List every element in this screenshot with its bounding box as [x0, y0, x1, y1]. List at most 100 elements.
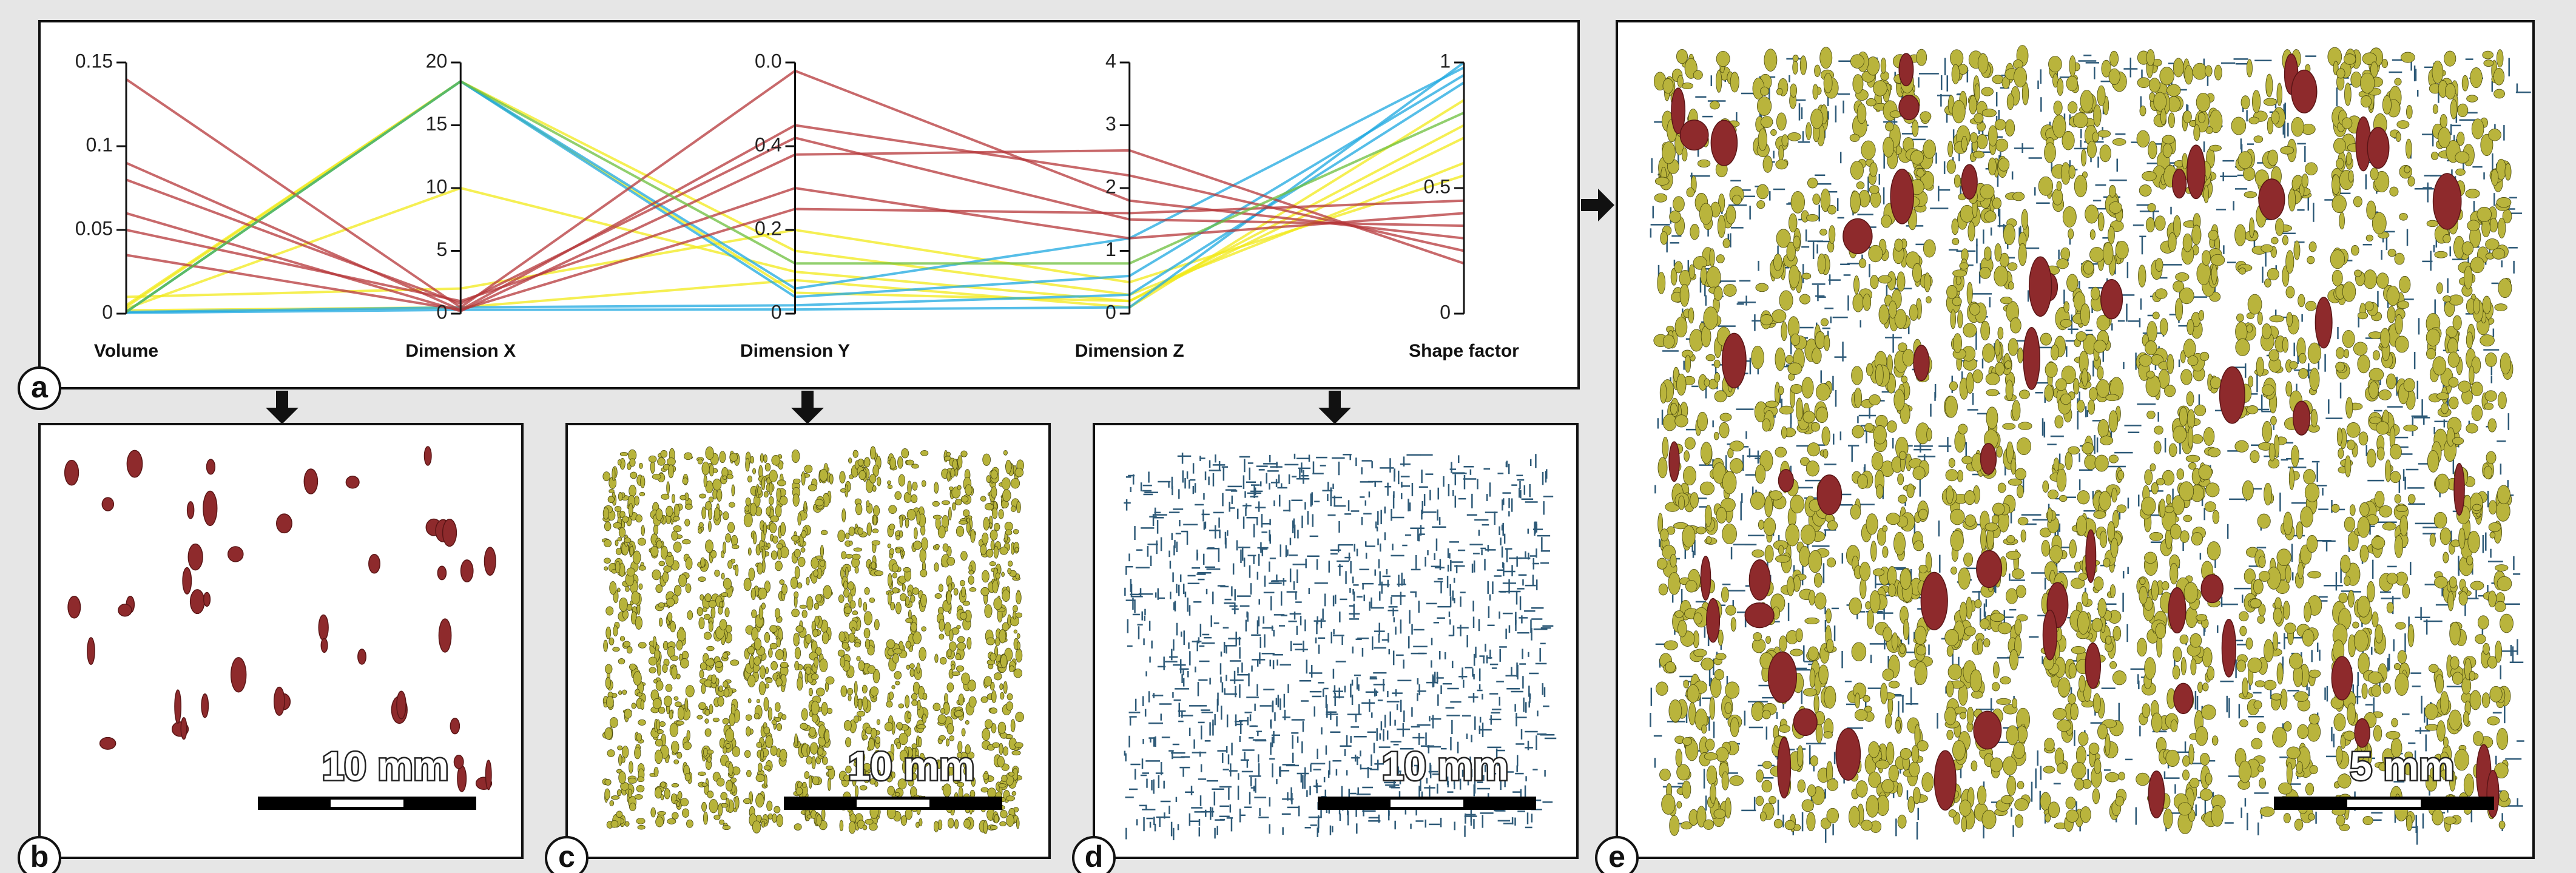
texture	[781, 662, 788, 668]
texture	[888, 485, 892, 488]
texture	[764, 491, 768, 497]
texture	[207, 459, 215, 474]
texture	[457, 766, 467, 792]
texture	[1002, 590, 1010, 601]
texture	[864, 457, 870, 467]
texture	[661, 782, 666, 787]
texture	[726, 729, 734, 742]
texture	[2089, 247, 2104, 262]
texture	[191, 590, 204, 614]
texture	[630, 459, 636, 467]
texture	[797, 582, 802, 588]
texture	[1008, 568, 1011, 574]
texture	[863, 696, 868, 710]
texture	[939, 634, 944, 639]
texture	[999, 784, 1006, 787]
texture	[820, 659, 828, 672]
texture	[697, 607, 703, 616]
texture	[994, 598, 1002, 610]
texture	[873, 505, 879, 516]
texture	[838, 530, 845, 542]
texture	[908, 481, 912, 494]
texture	[700, 662, 707, 670]
texture	[1805, 618, 1819, 624]
texture	[961, 451, 967, 457]
texture	[1005, 530, 1012, 535]
texture	[782, 584, 787, 595]
texture	[655, 750, 662, 764]
texture	[795, 647, 800, 659]
texture	[629, 789, 632, 798]
texture	[659, 561, 665, 566]
texture	[954, 588, 958, 595]
texture	[865, 587, 869, 595]
texture	[704, 632, 711, 640]
texture	[985, 720, 992, 729]
texture	[1015, 547, 1019, 552]
texture	[752, 821, 761, 833]
texture	[826, 676, 834, 684]
texture	[804, 772, 809, 779]
texture	[1670, 815, 1679, 835]
texture	[641, 700, 644, 710]
texture	[656, 720, 660, 730]
texture	[981, 787, 988, 792]
texture	[2186, 607, 2197, 627]
texture	[638, 538, 646, 545]
texture	[651, 546, 658, 556]
texture	[984, 676, 992, 686]
texture	[666, 506, 673, 516]
arrow	[791, 391, 824, 424]
texture	[840, 656, 845, 667]
texture	[1000, 821, 1006, 826]
texture	[619, 772, 626, 784]
texture	[627, 647, 632, 653]
texture	[649, 456, 656, 462]
texture	[1898, 474, 1904, 485]
texture	[744, 750, 750, 758]
texture	[713, 489, 718, 499]
texture	[838, 650, 845, 656]
texture	[102, 497, 113, 511]
texture	[855, 504, 862, 515]
texture	[754, 638, 761, 650]
texture	[2183, 515, 2192, 522]
texture	[716, 778, 724, 787]
texture	[2169, 443, 2177, 457]
texture	[709, 465, 714, 476]
texture	[699, 703, 706, 710]
texture	[613, 522, 622, 528]
texture	[676, 721, 684, 725]
texture	[657, 664, 661, 675]
texture	[898, 457, 903, 469]
texture	[1002, 775, 1008, 782]
texture	[809, 688, 812, 696]
texture	[873, 515, 877, 525]
texture	[770, 625, 777, 633]
texture	[890, 457, 896, 469]
texture	[703, 812, 707, 824]
texture	[919, 818, 922, 826]
texture	[988, 788, 996, 798]
texture	[1006, 814, 1014, 826]
texture	[760, 454, 764, 463]
figure: 00.050.10.15Volume05101520Dimension X00.…	[0, 0, 2576, 873]
texture	[686, 584, 691, 593]
texture	[622, 516, 629, 523]
texture	[2136, 773, 2149, 786]
texture	[968, 680, 976, 691]
texture	[947, 558, 955, 566]
texture	[869, 474, 876, 483]
texture	[911, 595, 915, 602]
texture	[908, 610, 911, 618]
texture	[964, 819, 971, 828]
texture	[751, 588, 756, 599]
texture	[859, 471, 866, 480]
texture	[709, 521, 712, 531]
texture	[852, 611, 858, 615]
texture	[700, 595, 704, 601]
texture	[2079, 732, 2088, 746]
texture	[605, 664, 613, 674]
texture	[201, 694, 208, 718]
texture	[2480, 335, 2495, 346]
